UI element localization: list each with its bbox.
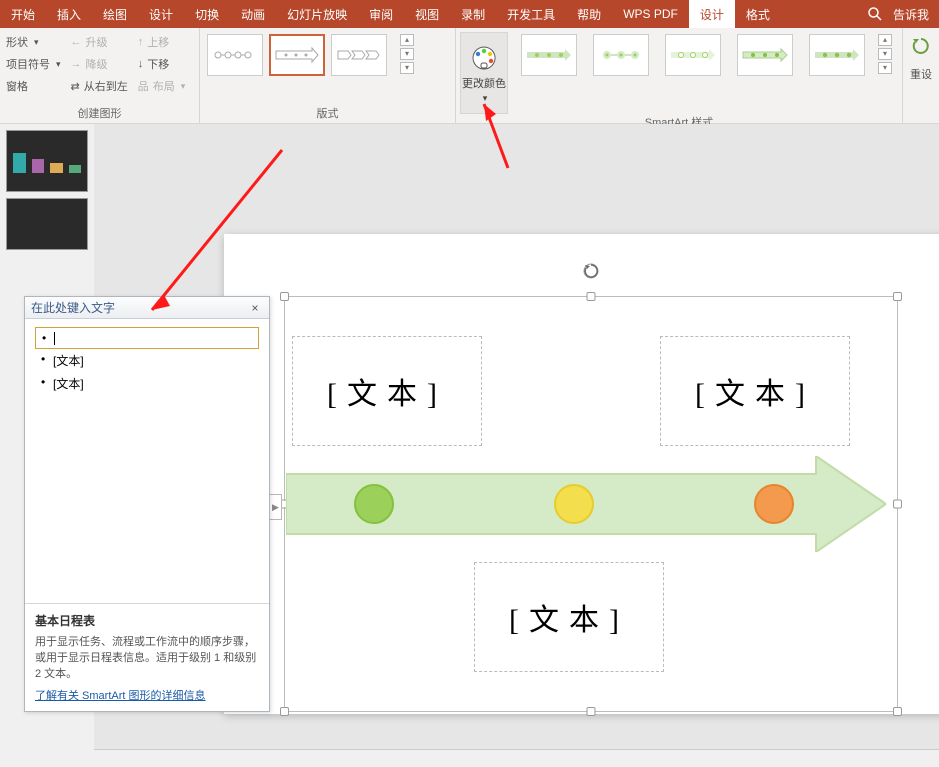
style-5[interactable] — [809, 34, 865, 76]
group-reset: 重设 — [903, 28, 939, 123]
group-label: 创建图形 — [0, 105, 199, 123]
gallery-more[interactable]: ▴▾▾ — [400, 34, 414, 74]
ribbon-tab[interactable]: 帮助 — [566, 0, 612, 28]
palette-icon — [469, 43, 499, 73]
ribbon-tab[interactable]: 录制 — [450, 0, 496, 28]
ribbon-tab[interactable]: 动画 — [230, 0, 276, 28]
text-pane-footer-title: 基本日程表 — [35, 612, 259, 629]
layout-option-3[interactable] — [331, 34, 387, 76]
group-create-shape: 形状▾ 项目符号▾ 窗格 ←升级 →降级 ⇄从右到左 ↑上移 ↓下移 品布局▾ … — [0, 28, 200, 123]
ribbon-tab[interactable]: 格式 — [735, 0, 781, 28]
timeline-dot[interactable] — [754, 484, 794, 524]
pane-button[interactable]: 窗格 — [6, 76, 61, 96]
text-pane-title: 在此处键入文字 — [31, 299, 115, 316]
ribbon-tab[interactable]: 绘图 — [92, 0, 138, 28]
smartart-selection-frame[interactable]: [文本] [文本] [文本] — [284, 296, 898, 712]
rotate-handle[interactable] — [582, 262, 600, 280]
slide-thumb-1[interactable] — [6, 130, 88, 192]
reset-icon — [911, 36, 931, 56]
slide-thumb-2[interactable] — [6, 198, 88, 250]
group-styles: 更改颜色 ▾ ▴▾▾ SmartArt 样式 — [456, 28, 903, 123]
timeline-dot[interactable] — [354, 484, 394, 524]
ribbon-tab[interactable]: 开发工具 — [496, 0, 566, 28]
style-3[interactable] — [665, 34, 721, 76]
text-pane-item[interactable] — [35, 327, 259, 349]
style-gallery-more[interactable]: ▴▾▾ — [878, 34, 892, 74]
ribbon-tabs: 开始插入绘图设计切换动画幻灯片放映审阅视图录制开发工具帮助WPS PDF设计格式… — [0, 0, 939, 28]
layout-gallery[interactable] — [204, 28, 390, 76]
smartart-text-cell[interactable]: [文本] — [474, 562, 664, 672]
style-4[interactable] — [737, 34, 793, 76]
search-icon[interactable] — [867, 6, 883, 22]
tell-me[interactable]: 告诉我 — [893, 6, 929, 23]
layout-option-2[interactable] — [269, 34, 325, 76]
movedown-button[interactable]: ↓下移 — [138, 54, 186, 74]
demote-button[interactable]: →降级 — [71, 54, 128, 74]
smartart-graphic[interactable]: [文本] [文本] [文本] — [284, 296, 898, 712]
group-layouts: ▴▾▾ 版式 — [200, 28, 456, 123]
style-1[interactable] — [521, 34, 577, 76]
status-bar — [94, 749, 939, 767]
layout-dropdown[interactable]: 品布局▾ — [138, 76, 186, 96]
style-2[interactable] — [593, 34, 649, 76]
text-pane-footer-desc: 用于显示任务、流程或工作流中的顺序步骤，或用于显示日程表信息。适用于级别 1 和… — [35, 633, 259, 681]
ribbon-tab[interactable]: 幻灯片放映 — [276, 0, 358, 28]
ribbon-tab[interactable]: 设计 — [689, 0, 735, 28]
ribbon-tab[interactable]: 切换 — [184, 0, 230, 28]
timeline-dot[interactable] — [554, 484, 594, 524]
smartart-text-cell[interactable]: [文本] — [292, 336, 482, 446]
text-pane-item[interactable]: [文本] — [35, 349, 259, 372]
ribbon-tab[interactable]: 插入 — [46, 0, 92, 28]
ribbon-tab[interactable]: 视图 — [404, 0, 450, 28]
bullet-dropdown[interactable]: 项目符号▾ — [6, 54, 61, 74]
ribbon-body: 形状▾ 项目符号▾ 窗格 ←升级 →降级 ⇄从右到左 ↑上移 ↓下移 品布局▾ … — [0, 28, 939, 124]
ribbon-tab[interactable]: 开始 — [0, 0, 46, 28]
smartart-text-cell[interactable]: [文本] — [660, 336, 850, 446]
text-pane-item[interactable]: [文本] — [35, 372, 259, 395]
change-color-button[interactable]: 更改颜色 ▾ — [460, 32, 508, 114]
promote-button[interactable]: ←升级 — [71, 32, 128, 52]
ribbon-tab[interactable]: 审阅 — [358, 0, 404, 28]
group-label: 版式 — [200, 105, 455, 123]
ribbon-tab[interactable]: 设计 — [138, 0, 184, 28]
moveup-button[interactable]: ↑上移 — [138, 32, 186, 52]
rtl-button[interactable]: ⇄从右到左 — [71, 76, 128, 96]
ribbon-tab[interactable]: WPS PDF — [612, 0, 689, 28]
shape-dropdown[interactable]: 形状▾ — [6, 32, 61, 52]
layout-option-1[interactable] — [207, 34, 263, 76]
smartart-text-pane: 在此处键入文字 × [文本] [文本] 基本日程表 用于显示任务、流程或工作流中… — [24, 296, 270, 712]
reset-button[interactable]: 重设 — [910, 66, 932, 82]
smartart-learn-more-link[interactable]: 了解有关 SmartArt 图形的详细信息 — [35, 687, 259, 703]
text-pane-toggle[interactable]: ▶ — [270, 494, 282, 520]
close-icon[interactable]: × — [247, 301, 263, 315]
